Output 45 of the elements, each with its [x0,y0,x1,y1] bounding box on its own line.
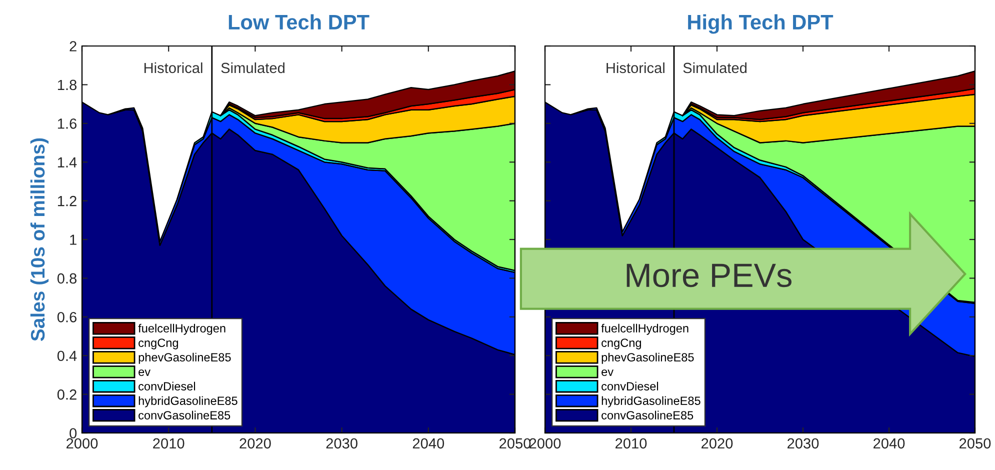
x-tick-label: 2050 [500,438,531,449]
x-tick-label: 2000 [66,438,98,449]
legend-label: convGasolineE85 [602,410,694,420]
annotation: Historical [144,62,202,74]
annotation: Historical [606,62,664,74]
x-tick-label: 2020 [702,438,733,449]
legend-label: convDiesel [602,382,658,390]
y-tick-label: 1.4 [58,157,77,168]
x-tick-label: 2030 [788,438,819,449]
legend-label: fuelcellHydrogen [138,324,226,335]
legend-label: hybridGasolineE85 [602,396,700,408]
legend-label: ev [602,370,614,376]
y-tick-label: 1.8 [58,80,77,90]
x-tick-label: 2040 [412,438,444,449]
annotation: Simulated [683,62,747,74]
x-tick-label: 2010 [153,438,184,449]
x-tick-label: 2050 [960,438,991,449]
chart-title: Low Tech DPT [228,14,370,30]
annotation: More PEVs [626,264,792,288]
y-tick-label: 1.6 [58,118,76,129]
x-tick-label: 2000 [530,438,561,449]
legend-label: ev [138,370,151,376]
legend-label: convDiesel [138,382,196,390]
y-tick-label: 0.6 [57,312,76,322]
legend-label: phevGasolineE85 [138,352,231,364]
annotation: Simulated [221,62,284,74]
y-tick-label: 0.2 [57,389,76,400]
legend-label: phevGasolineE85 [602,352,694,364]
y-tick-label: 2 [70,41,76,52]
x-tick-label: 2020 [240,438,271,449]
legend-label: convGasolineE85 [138,410,230,420]
chart-title: High Tech DPT [688,14,834,34]
y-tick-label: 0.8 [57,273,77,284]
x-tick-label: 2030 [326,438,358,449]
legend-label: hybridGasolineE85 [138,396,238,408]
y-tick-label: 1.2 [58,196,76,206]
y-tick-label: 0.4 [57,350,77,362]
y-tick-label: 1 [70,234,76,245]
legend-label: cngCng [138,338,178,350]
x-tick-label: 2010 [616,438,647,449]
x-tick-label: 2040 [874,438,905,449]
legend-label: fuelcellHydrogen [601,324,688,335]
legend-label: cngCng [602,338,642,350]
y-axis-title: Sales (10s of millions) [30,138,49,342]
y-tick-label: 0 [70,428,77,438]
